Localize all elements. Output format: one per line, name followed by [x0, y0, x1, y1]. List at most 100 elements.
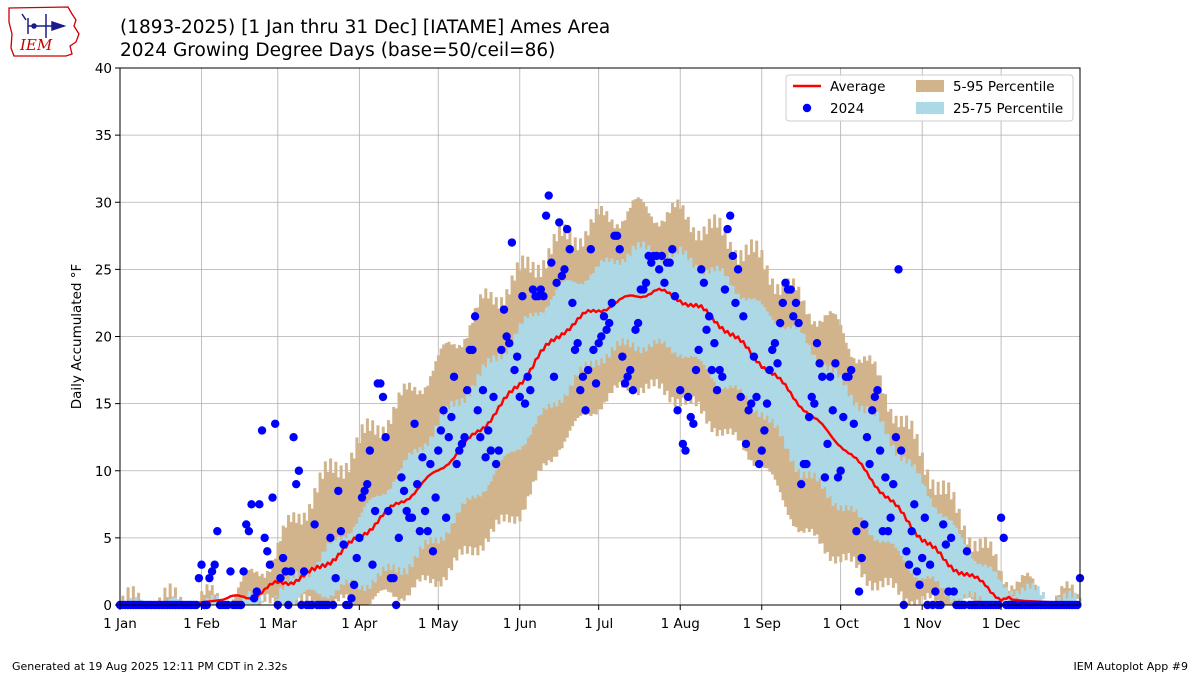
- band-25-75-bar: [331, 538, 335, 596]
- band-25-75-bar: [910, 466, 914, 574]
- band-5-95-bar: [315, 492, 319, 605]
- band-25-75-bar: [613, 263, 617, 351]
- band-25-75-bar: [1026, 583, 1030, 605]
- band-25-75-bar: [997, 579, 1001, 605]
- point-2024: [452, 459, 461, 469]
- band-25-75-bar: [702, 275, 706, 365]
- point-2024: [418, 453, 427, 462]
- point-2024: [439, 406, 448, 415]
- point-2024: [697, 265, 706, 274]
- y-tick-label: 5: [103, 531, 112, 547]
- band-5-95-bar: [279, 541, 283, 605]
- point-2024: [925, 560, 935, 569]
- point-2024: [917, 553, 927, 563]
- point-2024: [939, 520, 948, 529]
- band-25-75-bar: [513, 334, 517, 452]
- point-2024: [676, 386, 685, 395]
- point-2024: [810, 399, 819, 408]
- x-tick-label: 1 Oct: [823, 616, 859, 632]
- band-25-75-bar: [884, 433, 888, 543]
- band-25-75-bar: [994, 571, 998, 605]
- point-2024: [441, 513, 451, 522]
- band-25-75-bar: [657, 255, 661, 339]
- band-25-75-bar: [778, 328, 782, 437]
- band-25-75-bar: [936, 513, 940, 581]
- point-2024: [515, 392, 524, 402]
- band-5-95-bar: [268, 571, 272, 604]
- legend-box: [785, 74, 1074, 122]
- point-2024: [257, 426, 267, 435]
- point-2024: [912, 567, 922, 576]
- legend: Average 2024 5-95 Percentile 25-75 Percenti…: [785, 74, 1074, 122]
- point-2024: [931, 587, 940, 596]
- band-25-75-bar: [576, 284, 580, 377]
- band-5-95-bar: [208, 590, 212, 605]
- point-2024: [786, 285, 795, 294]
- band-25-75-bar: [413, 448, 417, 556]
- point-2024: [520, 399, 530, 408]
- band-25-75-bar: [899, 460, 903, 556]
- x-tick-label: 1 Dec: [982, 616, 1021, 632]
- point-2024: [702, 325, 711, 334]
- x-tick-label: 1 Aug: [661, 616, 700, 632]
- point-2024: [854, 587, 864, 596]
- band-25-75-bar: [531, 316, 535, 427]
- point-2024: [762, 399, 772, 408]
- band-25-75-bar: [284, 579, 288, 605]
- band-25-75-bar: [429, 436, 433, 538]
- point-2024: [194, 573, 204, 583]
- band-25-75-bar: [652, 250, 656, 341]
- band-25-75-bar: [500, 359, 504, 461]
- point-2024: [326, 533, 335, 543]
- point-2024: [754, 459, 764, 469]
- point-2024: [846, 365, 856, 375]
- point-2024: [915, 580, 924, 590]
- point-2024: [894, 265, 903, 274]
- band-25-75-bar: [573, 282, 577, 375]
- band-25-75-bar: [765, 311, 769, 416]
- point-2024: [555, 218, 564, 227]
- point-2024: [865, 459, 874, 469]
- legend-label: 5-95 Percentile: [953, 79, 1055, 95]
- band-25-75-bar: [920, 483, 924, 579]
- band-25-75-bar: [668, 252, 672, 347]
- point-2024: [781, 278, 790, 287]
- band-5-95-bar: [244, 571, 248, 605]
- legend-p5-95-swatch: [916, 80, 944, 92]
- band-25-75-bar: [894, 455, 898, 548]
- band-25-75-bar: [547, 306, 551, 404]
- band-25-75-bar: [568, 280, 572, 386]
- band-25-75-bar: [313, 571, 317, 591]
- point-2024: [597, 332, 606, 341]
- band-5-95-bar: [1060, 586, 1064, 605]
- point-2024: [839, 412, 848, 422]
- band-25-75-bar: [739, 299, 743, 389]
- point-2024: [873, 386, 882, 395]
- band-25-75-bar: [394, 479, 398, 573]
- band-5-95-bar: [242, 575, 246, 605]
- point-2024: [562, 224, 572, 234]
- point-2024: [778, 298, 787, 308]
- band-5-95-bar: [1070, 584, 1074, 605]
- point-2024: [476, 432, 485, 442]
- band-5-95-bar: [168, 583, 172, 605]
- band-25-75-bar: [342, 536, 346, 586]
- band-25-75-bar: [597, 266, 601, 366]
- point-2024: [886, 513, 895, 522]
- point-2024: [720, 285, 730, 294]
- band-25-75-bar: [697, 273, 701, 359]
- point-2024: [413, 479, 422, 489]
- band-25-75-bar: [760, 304, 764, 413]
- band-25-75-bar: [431, 437, 435, 544]
- band-25-75-bar: [552, 295, 556, 403]
- point-2024: [581, 406, 590, 415]
- band-25-75-bar: [618, 264, 622, 346]
- point-2024: [844, 372, 853, 381]
- band-25-75-bar: [355, 523, 359, 583]
- y-tick-label: 30: [95, 195, 112, 211]
- band-25-75-bar: [473, 386, 477, 499]
- point-2024: [507, 238, 517, 247]
- point-2024: [868, 406, 877, 415]
- band-25-75-bar: [365, 503, 369, 585]
- band-25-75-bar: [334, 540, 338, 591]
